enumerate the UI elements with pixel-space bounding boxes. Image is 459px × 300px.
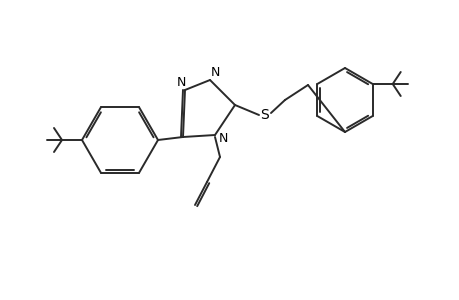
Text: N: N xyxy=(176,76,185,88)
Text: N: N xyxy=(210,65,219,79)
Text: S: S xyxy=(260,108,269,122)
Text: N: N xyxy=(218,131,227,145)
